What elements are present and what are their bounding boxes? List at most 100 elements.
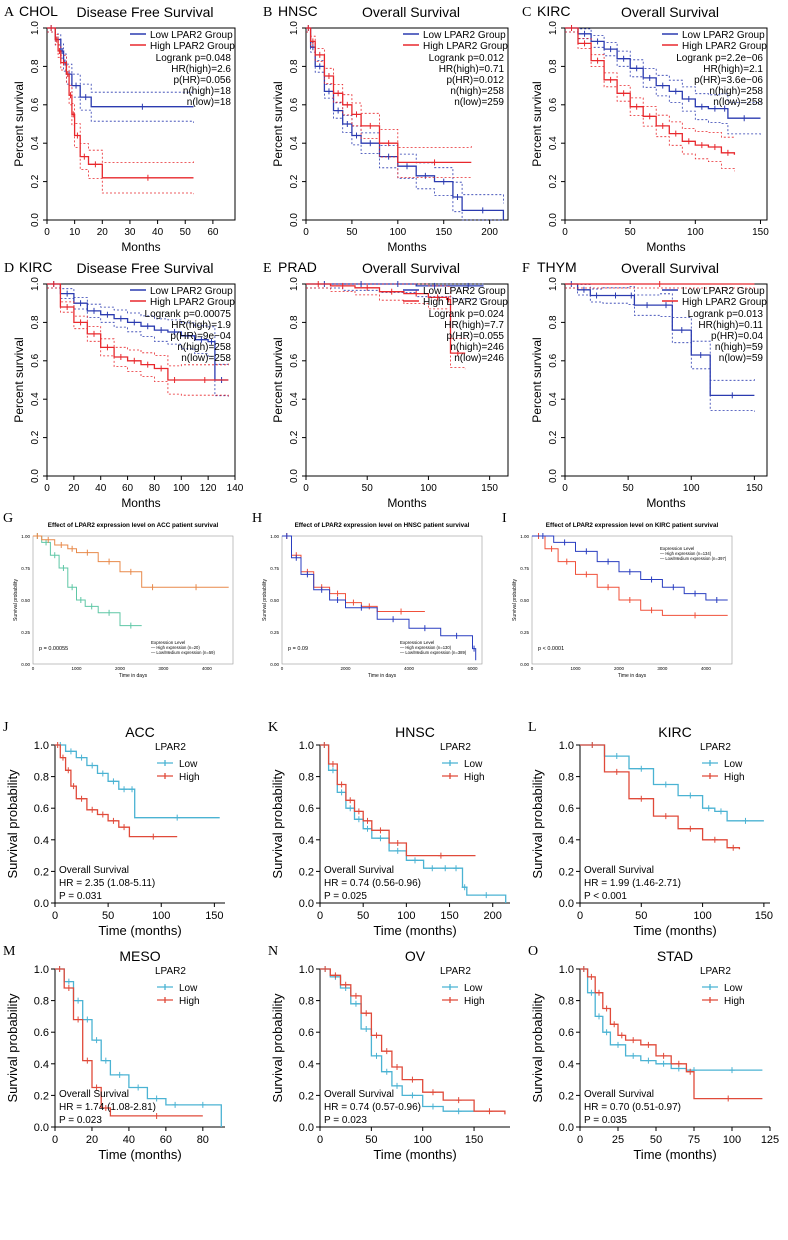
x-tick-label: 150	[746, 483, 763, 494]
survival-line-high	[565, 27, 736, 155]
x-tick-label: 40	[123, 1134, 135, 1146]
y-tick-label: 0.8	[289, 315, 300, 329]
y-tick-label: 1.0	[548, 277, 559, 291]
censor-mark	[56, 966, 63, 972]
ci-upper-line	[565, 27, 735, 139]
y-tick-label: 0.2	[548, 430, 559, 444]
survival-line-low	[306, 27, 505, 220]
censor-mark	[322, 966, 329, 972]
y-tick-label: 0.8	[34, 772, 49, 784]
legend-title: LPAR2	[700, 966, 731, 977]
x-tick-label: 0	[531, 666, 534, 671]
censor-mark	[596, 1013, 602, 1020]
legend-label: — Low/Medium expression (n=59)	[151, 650, 215, 655]
y-tick-label: 0.6	[299, 1027, 314, 1039]
y-tick-label: 0.4	[559, 835, 574, 847]
x-tick-label: 150	[481, 483, 498, 494]
y-tick-label: 0.0	[548, 469, 559, 483]
legend-swatch	[157, 760, 173, 766]
censor-mark	[99, 770, 106, 777]
censor-mark	[442, 865, 449, 872]
x-axis-label: Months	[121, 240, 160, 254]
y-axis-label: Survival probability	[512, 579, 518, 621]
censor-mark	[321, 742, 328, 748]
x-axis-label: Time (months)	[373, 1147, 456, 1162]
censor-mark	[121, 786, 128, 793]
legend-label: Low LPAR2 Group	[682, 286, 765, 297]
x-tick-label: 150	[205, 910, 223, 922]
censor-mark	[645, 1041, 652, 1048]
y-tick-label: 0.8	[559, 996, 574, 1008]
stat-line: HR = 1.74 (1.08-2.81)	[59, 1102, 156, 1113]
censor-mark	[486, 1108, 493, 1115]
x-tick-label: 40	[152, 227, 164, 238]
censor-mark	[355, 808, 362, 815]
x-tick-label: 50	[180, 227, 192, 238]
y-tick-label: 0.0	[299, 898, 314, 910]
x-tick-label: 0	[281, 666, 284, 671]
legend-swatch	[702, 773, 718, 779]
censor-mark	[78, 795, 85, 802]
censor-mark	[394, 839, 401, 846]
panel-letter: D	[4, 261, 14, 276]
panel-a: A CHOL Disease Free Survival 0.0 0.2 0.4 0.6 0.…	[4, 3, 236, 254]
y-tick-label: 0.8	[548, 59, 559, 73]
y-tick-label: 0.4	[548, 136, 559, 150]
cancer-label: PRAD	[278, 259, 317, 275]
panel-letter: E	[263, 261, 272, 276]
stat-line: Overall Survival	[59, 1089, 129, 1100]
survival-line-high	[306, 27, 472, 164]
survival-line-high	[33, 535, 142, 627]
x-tick-label: 150	[752, 227, 769, 238]
y-tick-label: 0.0	[299, 1122, 314, 1134]
censor-mark	[589, 742, 596, 748]
ci-lower-line	[565, 287, 755, 295]
censor-mark	[729, 1067, 735, 1074]
survival-line-high	[580, 968, 763, 1100]
panel-letter: C	[522, 5, 531, 20]
x-tick-label: 100	[683, 483, 700, 494]
x-tick-label: 50	[346, 227, 358, 238]
y-tick-label: 0.50	[21, 598, 30, 603]
censor-mark	[347, 797, 354, 804]
censor-mark	[611, 1021, 618, 1028]
chart-title: HNSC	[395, 724, 435, 740]
censor-mark	[588, 989, 595, 996]
censor-mark	[75, 1016, 82, 1023]
censor-mark	[383, 1068, 390, 1075]
censor-mark	[705, 805, 712, 812]
x-axis-label: Months	[387, 240, 426, 254]
panel-letter: G	[3, 511, 13, 526]
censor-mark	[54, 742, 61, 748]
y-tick-label: 0.8	[548, 315, 559, 329]
censor-mark	[364, 817, 371, 824]
stat-line: HR = 2.35 (1.08-5.11)	[59, 878, 155, 889]
x-tick-label: 50	[365, 1134, 377, 1146]
plot-frame	[32, 535, 234, 665]
legend-swatch	[442, 760, 458, 766]
y-tick-label: 0.2	[559, 1090, 574, 1102]
stat-line: Logrank p=0.048	[156, 53, 232, 64]
stat-line: HR(high)=0.11	[698, 320, 763, 331]
y-tick-label: 0.6	[548, 97, 559, 111]
y-tick-label: 0.0	[34, 1122, 49, 1134]
legend-swatch	[157, 773, 173, 779]
legend-label: Low	[179, 759, 198, 770]
x-tick-label: 100	[389, 227, 406, 238]
y-tick-label: 1.0	[30, 21, 41, 35]
legend-swatch	[442, 773, 458, 779]
censor-mark	[172, 1101, 179, 1108]
panel-f: F THYM Overall Survival 0.0 0.2 0.4 0.6 0.8 1.0 0…	[522, 259, 768, 510]
survival-line-high	[532, 535, 728, 616]
x-tick-label: 0	[562, 227, 568, 238]
censor-mark	[429, 1089, 436, 1096]
censor-mark	[742, 817, 749, 824]
x-tick-label: 120	[200, 483, 217, 494]
x-tick-label: 0	[577, 910, 583, 922]
y-tick-label: 0.8	[30, 315, 41, 329]
y-tick-label: 0.4	[34, 835, 49, 847]
stat-line: n(low)=259	[454, 97, 504, 108]
y-tick-label: 0.8	[299, 996, 314, 1008]
y-tick-label: 0.2	[299, 866, 314, 878]
x-axis-label: Time (months)	[98, 1147, 181, 1162]
